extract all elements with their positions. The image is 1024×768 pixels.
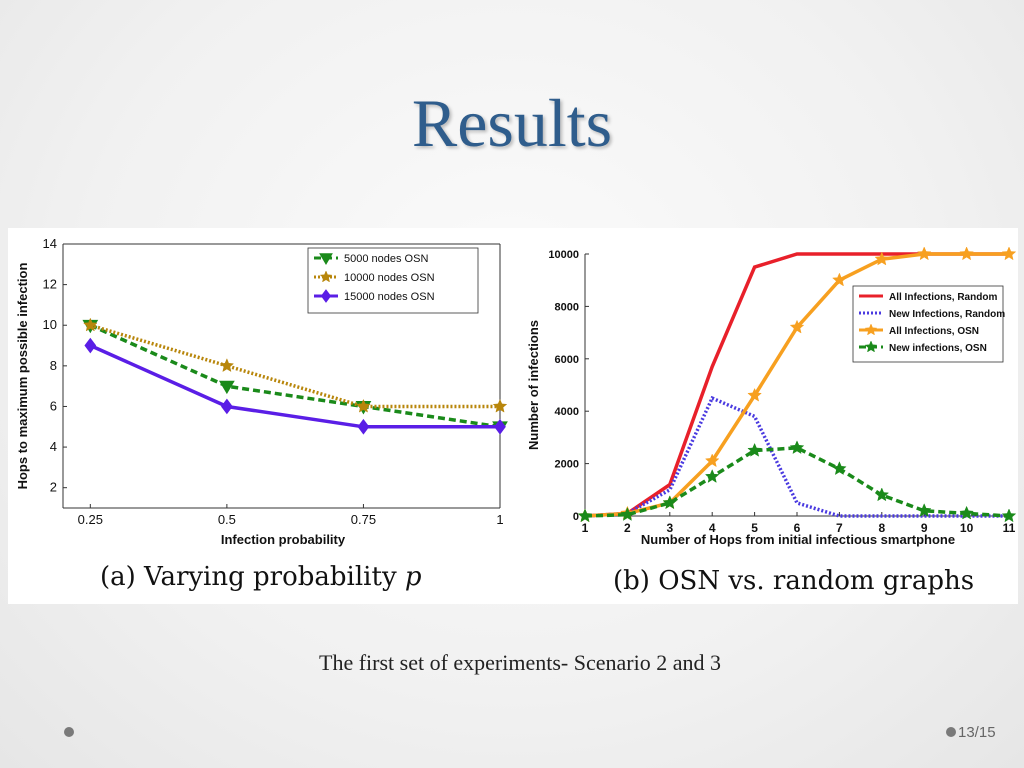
- y-tick-label: 14: [43, 236, 57, 251]
- data-point: [492, 398, 508, 413]
- y-tick-label: 8000: [555, 301, 579, 313]
- x-tick-label: 0.75: [351, 512, 376, 527]
- data-point: [356, 398, 371, 413]
- x-tick-label: 1: [496, 512, 503, 527]
- x-tick-label: 11: [1003, 521, 1016, 535]
- data-point: [494, 418, 506, 435]
- data-point: [874, 487, 890, 502]
- x-tick-label: 0.25: [78, 512, 103, 527]
- x-tick-label: 5: [751, 521, 758, 535]
- x-axis-label: Infection probability: [221, 532, 346, 547]
- data-point: [219, 380, 235, 395]
- series-line-2: [89, 323, 500, 409]
- data-point: [83, 317, 98, 332]
- legend-label: New infections, OSN: [889, 343, 987, 354]
- x-tick-label: 3: [666, 521, 673, 535]
- y-tick-label: 8: [50, 358, 57, 373]
- left-bullet-dot: [64, 727, 74, 737]
- data-point: [916, 246, 932, 261]
- legend-label: 15000 nodes OSN: [344, 291, 435, 303]
- y-tick-label: 10000: [548, 249, 579, 261]
- caption-b: (b) OSN vs. random graphs: [613, 566, 975, 596]
- data-point: [874, 251, 890, 266]
- legend-box: [852, 285, 1004, 363]
- caption-a: (a) Varying probability p: [100, 562, 422, 592]
- series-line-3: [89, 343, 500, 429]
- chart-2: 1 2 3 4 5 6 7 8 9 10 11 0 2000 4000 6000 8000 10000 Numbe…: [526, 246, 1017, 547]
- x-tick-label: 1: [582, 521, 589, 535]
- y-tick-label: 2000: [555, 459, 579, 471]
- figure-panel: 0.25 0.5 0.75 1 2 4 6 8 10 12 14 Infection probabil…: [8, 228, 1018, 604]
- slide-title: Results: [411, 85, 613, 161]
- data-point: [789, 440, 805, 455]
- data-point: [704, 469, 720, 483]
- series-line-2: [584, 395, 1009, 518]
- y-axis-label: Number of infections: [526, 320, 541, 450]
- data-point: [959, 505, 974, 520]
- data-point: [357, 418, 370, 435]
- legend-label: New Infections, Random: [889, 309, 1005, 320]
- caption-a-text: (a) Varying probability: [100, 562, 405, 592]
- x-tick-label: 6: [794, 521, 801, 535]
- x-tick-label: 2: [624, 521, 631, 535]
- legend-label: 10000 nodes OSN: [344, 272, 435, 284]
- legend-marker: [864, 323, 878, 336]
- x-tick-label: 10: [960, 521, 974, 535]
- y-tick-label: 6000: [555, 354, 579, 366]
- x-tick-label: 0.5: [218, 512, 236, 527]
- x-tick-label: 4: [709, 521, 716, 535]
- data-point: [577, 508, 593, 523]
- data-point: [832, 461, 847, 476]
- caption-a-variable: p: [404, 562, 422, 592]
- data-point: [704, 453, 720, 468]
- data-point: [221, 398, 233, 415]
- series-line-1: [89, 323, 501, 429]
- legend-marker: [319, 270, 333, 283]
- right-bullet-dot: [946, 727, 956, 737]
- data-point: [789, 319, 805, 334]
- page-number: 13/15: [958, 724, 996, 741]
- data-point: [916, 503, 932, 517]
- y-axis-label: Hops to maximum possible infection: [15, 263, 30, 490]
- data-point: [84, 337, 97, 354]
- data-point: [747, 387, 762, 402]
- legend-marker: [864, 340, 878, 353]
- y-tick-label: 6: [50, 398, 57, 413]
- data-point: [1001, 508, 1017, 523]
- y-tick-label: 4000: [555, 406, 579, 418]
- x-tick-label: 7: [836, 521, 843, 535]
- legend-label: 5000 nodes OSN: [344, 253, 428, 265]
- data-point: [1001, 246, 1017, 261]
- x-tick-label: 9: [921, 521, 928, 535]
- data-point: [832, 272, 847, 287]
- series-line-4: [584, 446, 1010, 518]
- slide-subtitle: The first set of experiments- Scenario 2…: [319, 650, 721, 675]
- x-tick-label: 8: [878, 521, 885, 535]
- data-point: [747, 442, 762, 457]
- data-point: [959, 246, 974, 261]
- y-tick-label: 2: [50, 480, 57, 495]
- data-point: [620, 507, 635, 521]
- data-point: [662, 495, 678, 510]
- y-tick-label: 10: [43, 317, 57, 332]
- legend-label: All Infections, OSN: [889, 326, 979, 337]
- x-axis-label: Number of Hops from initial infectious s…: [641, 532, 955, 547]
- legend-marker: [320, 289, 332, 303]
- legend-label: All Infections, Random: [889, 292, 997, 303]
- legend-marker: [319, 253, 333, 265]
- y-tick-label: 12: [43, 277, 57, 292]
- y-tick-label: 4: [50, 439, 57, 454]
- data-point: [219, 358, 235, 373]
- y-tick-label: 0: [573, 511, 579, 523]
